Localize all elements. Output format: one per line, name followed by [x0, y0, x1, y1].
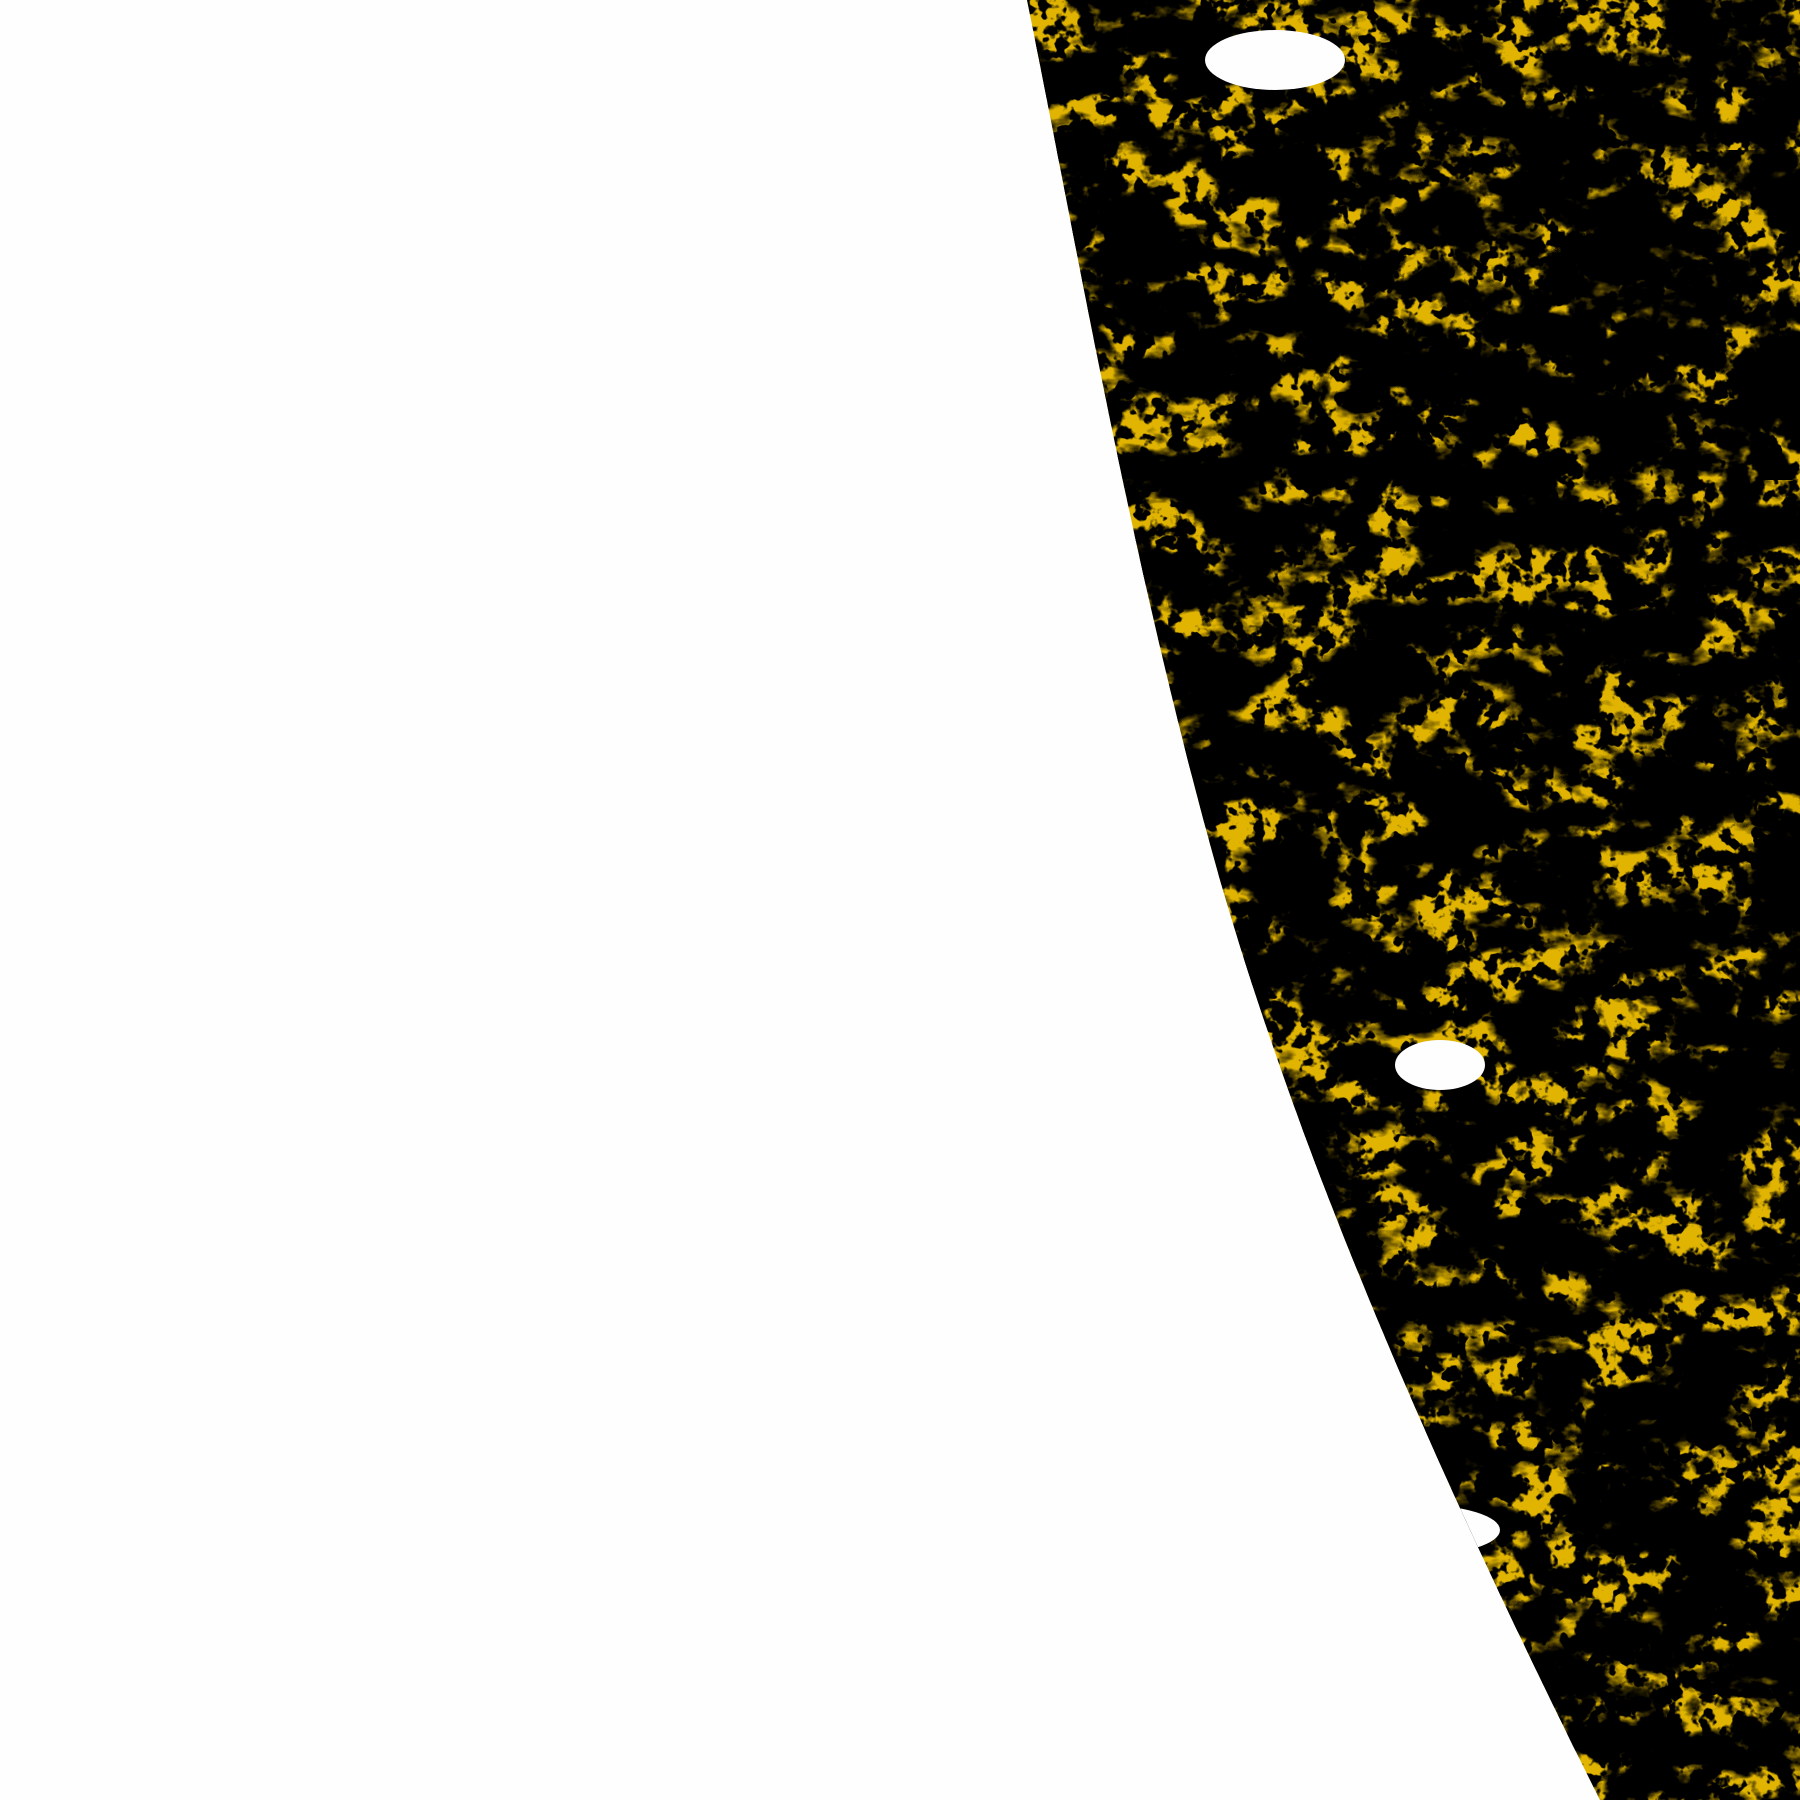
satellite-image — [1027, 0, 1800, 1800]
